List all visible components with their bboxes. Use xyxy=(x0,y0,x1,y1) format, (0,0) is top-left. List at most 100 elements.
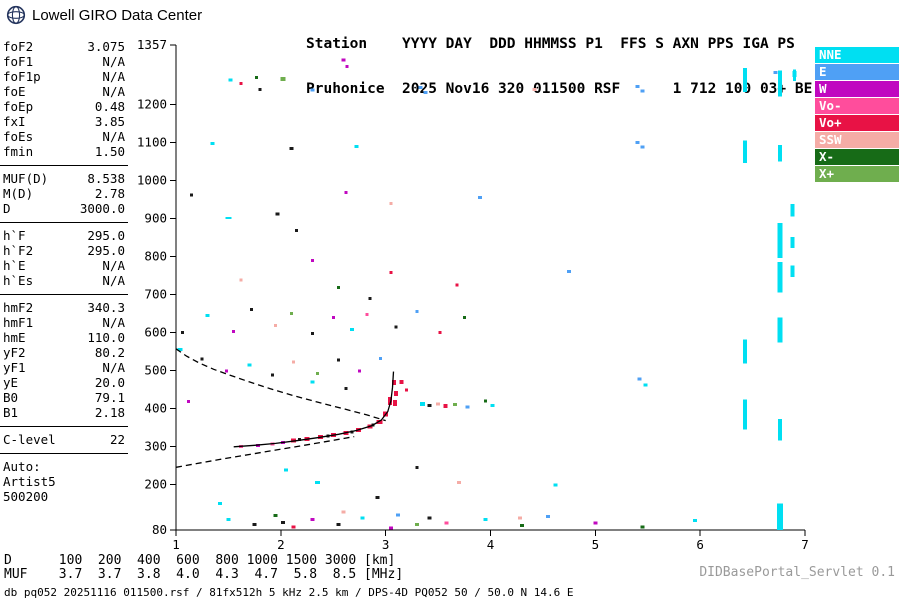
echo-point xyxy=(635,84,640,88)
direction-legend: NNE E W Vo- Vo+ SSW X- X+ xyxy=(815,47,899,183)
echo-point xyxy=(546,515,551,519)
echo-point xyxy=(392,380,397,386)
y-tick-label: 700 xyxy=(144,287,167,302)
echo-point xyxy=(640,145,645,149)
rfi-bar xyxy=(776,503,783,530)
rfi-bar xyxy=(790,265,795,278)
param-value: N/A xyxy=(102,69,125,84)
param-value: 20.0 xyxy=(94,375,125,390)
echo-point xyxy=(295,229,299,233)
legend-item-vo: Vo- xyxy=(815,98,899,114)
echo-point xyxy=(252,522,257,526)
param-row: hmF2 340.3 xyxy=(3,300,125,315)
param-row: fmin 1.50 xyxy=(3,144,125,159)
echo-point xyxy=(291,525,296,529)
param-value: 22 xyxy=(109,432,125,447)
echo-point xyxy=(280,520,285,524)
echo-point xyxy=(394,325,398,329)
echo-point xyxy=(567,270,572,274)
echo-point xyxy=(389,201,393,205)
echo-point xyxy=(444,521,449,525)
echo-point xyxy=(273,514,278,518)
echo-point xyxy=(249,308,253,312)
echo-point xyxy=(389,270,393,274)
rfi-bar xyxy=(790,204,795,217)
echo-point xyxy=(310,88,315,92)
param-row: 500200 xyxy=(3,489,125,504)
echo-point xyxy=(190,193,194,197)
param-row: yE 20.0 xyxy=(3,375,125,390)
echo-point xyxy=(368,296,372,300)
param-row: hmF1 N/A xyxy=(3,315,125,330)
echo-point xyxy=(436,402,441,406)
legend-item-vo: Vo+ xyxy=(815,115,899,131)
param-value: N/A xyxy=(102,315,125,330)
rfi-bar xyxy=(743,399,748,430)
echo-point xyxy=(284,468,289,472)
echo-point xyxy=(635,141,640,145)
y-tick-label: 800 xyxy=(144,249,167,264)
measurement-status-line: db pq052 20251116 011500.rsf / 81fx512h … xyxy=(4,586,574,599)
param-label: D xyxy=(3,201,11,216)
param-row: h`E N/A xyxy=(3,258,125,273)
param-label: foE xyxy=(3,84,26,99)
param-value: 79.1 xyxy=(94,390,125,405)
y-tick-label: 1000 xyxy=(137,173,167,188)
echo-point xyxy=(773,70,778,74)
param-label: foF1 xyxy=(3,54,34,69)
y-tick-label: 600 xyxy=(144,325,167,340)
param-label: C-level xyxy=(3,432,56,447)
param-value: N/A xyxy=(102,129,125,144)
echo-point xyxy=(792,71,797,78)
rfi-bar xyxy=(777,70,782,97)
echo-point xyxy=(344,387,348,391)
echo-point xyxy=(553,483,558,487)
muf-row: MUF 3.7 3.7 3.8 4.0 4.3 4.7 5.8 8.5 [MHz… xyxy=(4,567,404,582)
rfi-bar xyxy=(777,223,783,259)
panel-divider xyxy=(0,294,128,295)
giro-globe-icon xyxy=(6,5,26,25)
param-label: foF1p xyxy=(3,69,41,84)
echo-point xyxy=(399,379,404,384)
echo-point xyxy=(180,331,184,335)
param-value: 2.78 xyxy=(94,186,125,201)
echo-point xyxy=(228,78,233,82)
echo-point xyxy=(336,358,340,362)
rfi-bar xyxy=(777,144,782,162)
param-label: hmE xyxy=(3,330,26,345)
echo-point xyxy=(593,521,598,525)
param-value: 340.3 xyxy=(87,300,125,315)
parameter-panel: foF2 3.075 foF1 N/A foF1p N/A foE N/A foEp 0.48 fx… xyxy=(0,39,128,504)
echo-point xyxy=(365,312,369,316)
echo-point xyxy=(388,526,393,530)
echo-point xyxy=(419,401,425,406)
echo-point xyxy=(415,310,419,314)
echo-point xyxy=(418,86,423,90)
echo-point xyxy=(387,396,392,405)
param-value: N/A xyxy=(102,84,125,99)
param-value: 295.0 xyxy=(87,228,125,243)
rfi-bar xyxy=(777,317,783,343)
distance-row: D 100 200 400 600 800 1000 1500 3000 [km… xyxy=(4,553,396,568)
param-label: fmin xyxy=(3,144,34,159)
y-tick-label: 1357 xyxy=(137,37,167,52)
echo-point xyxy=(483,517,488,521)
param-row: foF2 3.075 xyxy=(3,39,125,54)
echo-point xyxy=(187,400,191,404)
param-row: B0 79.1 xyxy=(3,390,125,405)
panel-divider xyxy=(0,222,128,223)
echo-point xyxy=(517,516,522,520)
echo-point xyxy=(465,405,470,409)
param-row: foE N/A xyxy=(3,84,125,99)
param-row: foF1 N/A xyxy=(3,54,125,69)
rfi-bar xyxy=(743,339,748,364)
echo-point xyxy=(310,517,315,521)
echo-point xyxy=(336,286,340,290)
f-layer-trace-trace xyxy=(233,371,395,448)
rfi-bar xyxy=(743,140,748,164)
legend-item-nne: NNE xyxy=(815,47,899,63)
param-label: h`F xyxy=(3,228,26,243)
echo-point xyxy=(378,356,382,360)
echo-point xyxy=(210,141,215,145)
echo-point xyxy=(226,517,231,521)
